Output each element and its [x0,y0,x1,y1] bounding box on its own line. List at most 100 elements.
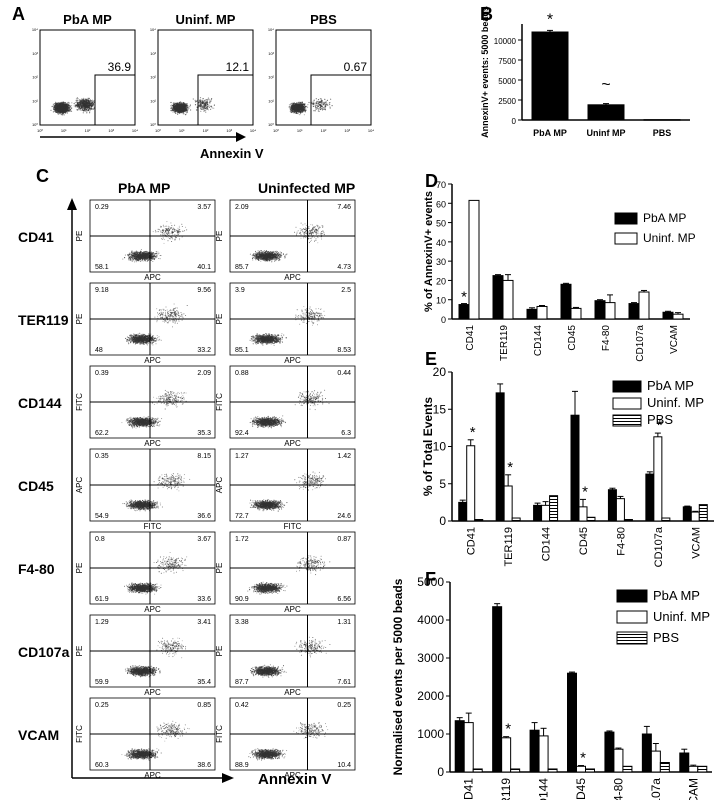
flow-xaxis-label: APC [284,356,301,365]
flow-yaxis-label: FITC [215,725,224,743]
significance-marker: * [507,459,513,476]
flow-tick-x: 10⁴ [250,128,256,133]
quadrant-ll-value: 72.7 [235,513,249,520]
flow-tick-x: 10² [85,128,91,133]
flow-tick-y: 10⁰ [32,122,38,127]
bar-vcam-s1 [672,313,684,320]
panel-a-plot-title: PBS [310,12,337,27]
quadrant-ur-value: 1.31 [337,619,351,626]
x-tick-label: CD144 [533,325,544,357]
panel-c-col2-title: Uninfected MP [258,180,355,196]
quadrant-lr-value: 8.53 [337,347,351,354]
quadrant-ur-value: 2.5 [341,287,351,294]
gate-region [197,74,253,125]
legend-label: PbA MP [653,588,700,603]
y-tick-label: 20 [436,276,446,286]
bar-ter119-s1 [503,485,513,522]
flow-yaxis-label: PE [75,646,84,657]
x-tick-label: PBS [653,128,672,138]
flow-xaxis-label: FITC [284,522,302,531]
quadrant-ll-value: 87.7 [235,679,249,686]
bar-ter119-s1 [501,737,512,773]
flow-tick-y: 10³ [268,51,274,56]
quadrant-ul-value: 0.25 [95,702,109,709]
y-tick-label: 15 [433,402,447,416]
x-tick-label: CD45 [574,778,588,800]
quadrant-ll-value: 85.1 [235,347,249,354]
flow-tick-x: 10³ [108,128,114,133]
flow-tick-x: 10⁴ [132,128,138,133]
quadrant-ll-value: 85.7 [235,264,249,271]
y-tick-label: 5000 [498,77,516,86]
y-tick-label: 40 [436,238,446,248]
bar-cd144-s0 [529,729,540,773]
bar-cd144-s0 [526,308,538,320]
quadrant-ur-value: 3.57 [197,204,211,211]
bar-ter119-s2 [511,517,521,522]
bar-cd41-s0 [458,304,470,320]
flow-xaxis-label: APC [144,273,161,282]
bar-cd41-s0 [454,720,465,773]
legend-swatch [614,232,638,245]
legend-label: PBS [647,412,673,427]
scatter-dots [50,101,73,116]
y-tick-label: 4000 [417,613,444,627]
quadrant-lr-value: 33.6 [197,596,211,603]
panel-c-row-label: CD45 [18,478,54,494]
bar-f480-s0 [604,731,615,773]
bar-f480-s0 [594,300,606,320]
x-tick-label: VCAM [686,778,700,800]
quadrant-ll-value: 62.2 [95,430,109,437]
bar-cd107a-s1 [638,291,650,320]
y-tick-label: 2000 [417,689,444,703]
legend-swatch [612,380,642,393]
flow-yaxis-label: PE [75,231,84,242]
scatter-dots [294,389,330,411]
y-tick-label: 20 [433,365,447,379]
scatter-dots [192,97,215,113]
panel-a-letter: A [12,4,25,24]
legend-swatch [612,397,642,410]
flow-yaxis-label: APC [75,477,84,494]
panel-b-letter: B [480,4,493,24]
bar-cd144-s0 [533,504,543,522]
quadrant-ll-value: 59.9 [95,679,109,686]
gate-percent: 12.1 [226,60,250,74]
chart-b: 0 2500 5000 7500 10000 AnnexinV+ events: 5000… [480,6,690,138]
legend-swatch [616,631,648,645]
flow-xaxis-label: APC [284,771,301,780]
quadrant-ll-value: 88.9 [235,762,249,769]
y-tick-label: 0 [512,117,517,126]
x-tick-label: F4-80 [611,778,625,800]
bar-f480-s1 [604,302,616,320]
quadrant-lr-value: 40.1 [197,264,211,271]
flow-tick-x: 10¹ [179,128,185,133]
scatter-dots [249,333,287,346]
panel-b: B 0 2500 5000 7500 10000 AnnexinV+ events: 50… [480,4,690,138]
flow-xaxis-label: APC [144,356,161,365]
legend-swatch [616,589,648,603]
panel-a: A PbA MP36.910⁰10⁰10¹10¹10²10²10³10³10⁴1… [12,4,374,161]
flow-yaxis-label: PE [215,231,224,242]
flow-xaxis-label: APC [144,771,161,780]
panel-c-row-label: VCAM [18,727,59,743]
bar-vcam-s0 [679,752,690,773]
flow-yaxis-label: PE [75,314,84,325]
panel-c-xarrowhead [222,773,234,783]
significance-marker: * [547,11,553,28]
quadrant-ur-value: 9.56 [197,287,211,294]
flow-tick-x: 10⁰ [37,128,43,133]
quadrant-lr-value: 38.6 [197,762,211,769]
chart-f: 0 1000 2000 3000 4000 5000 Normalised events p… [391,575,712,800]
flow-tick-y: 10⁰ [150,122,156,127]
quadrant-ul-value: 1.72 [235,536,249,543]
panel-d-letter: D [425,171,438,191]
bar-cd41-s1 [466,445,476,522]
flow-tick-y: 10⁰ [268,122,274,127]
x-tick-label: CD144 [541,527,553,561]
flow-tick-x: 10² [203,128,209,133]
x-tick-label: F4-80 [601,325,612,352]
panel-c-letter: C [36,166,49,186]
legend-label: Uninf. MP [653,609,710,624]
x-tick-label: CD41 [466,527,478,555]
